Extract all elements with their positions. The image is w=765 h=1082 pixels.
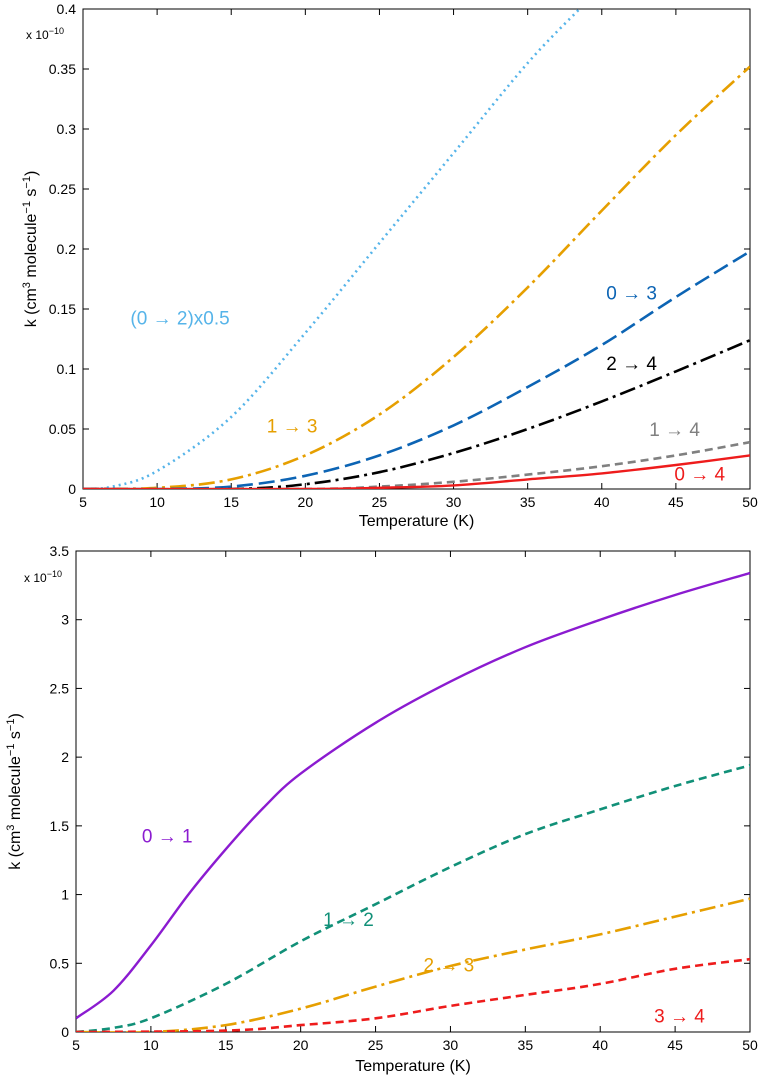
- chart1-series-line-2: [76, 897, 750, 1032]
- chart0-x-tick-label: 40: [594, 494, 610, 510]
- chart0-y-tick-label: 0.05: [49, 421, 76, 437]
- chart1-plot: 5 10 15 20 25 30 35 40 45 50 0 0.5 1 1.5 2 2.5 3 3.5 x 10−…: [5, 543, 758, 1075]
- chart0-series-label-0: (0 → 2)x0.5: [130, 309, 229, 330]
- chart0-series-line-4: [83, 440, 750, 489]
- chart1-series-line-3: [76, 957, 750, 1032]
- chart0-x-tick-label: 50: [742, 494, 758, 510]
- chart0-series-label-5: 0 → 4: [674, 465, 725, 486]
- chart1-y-tick-label: 3: [61, 612, 69, 628]
- chart1-series-label-3: 3 → 4: [654, 1006, 705, 1027]
- chart0-x-axis-label: Temperature (K): [359, 513, 475, 530]
- chart0-x-tick-label: 15: [223, 494, 239, 510]
- chart1-plot-frame: [75, 550, 751, 1033]
- chart1-x-tick-label: 50: [742, 1037, 758, 1053]
- chart0-y-tick-label: 0.15: [49, 301, 76, 317]
- chart1-series-label-1: 1 → 2: [323, 910, 374, 931]
- chart1-series-line-0: [76, 571, 750, 1020]
- chart1-x-tick-label: 5: [72, 1037, 80, 1053]
- chart1-series-line-1: [76, 764, 750, 1032]
- chart0-x-tick-label: 35: [520, 494, 536, 510]
- chart0-y-tick-label: 0.1: [57, 361, 77, 377]
- chart0-x-tick-label: 45: [668, 494, 684, 510]
- chart1-x-tick-label: 10: [143, 1037, 159, 1053]
- chart0-series-label-4: 1 → 4: [649, 420, 700, 441]
- chart0-x-tick-label: 25: [372, 494, 388, 510]
- chart0-plot-frame: [82, 8, 751, 490]
- chart0-series-label-2: 0 → 3: [606, 283, 657, 304]
- chart0-axis-multiplier: x 10−10: [26, 26, 64, 42]
- chart0-y-tick-label: 0.2: [57, 241, 77, 257]
- chart1-x-tick-label: 40: [592, 1037, 608, 1053]
- chart0-x-tick-label: 30: [446, 494, 462, 510]
- chart0-y-tick-label: 0.35: [49, 61, 76, 77]
- chart1-y-tick-label: 1.5: [50, 818, 70, 834]
- chart0-series-label-3: 2 → 4: [606, 354, 657, 375]
- chart0-y-tick-label: 0.4: [57, 1, 77, 17]
- chart0-series-line-1: [83, 65, 750, 489]
- chart1-x-tick-label: 25: [368, 1037, 384, 1053]
- chart0-y-tick-label: 0.3: [57, 121, 77, 137]
- chart1-y-axis-label: k (cm3 molecule−1 s−1): [5, 713, 24, 870]
- chart0-x-tick-label: 5: [79, 494, 87, 510]
- chart1-x-tick-label: 15: [218, 1037, 234, 1053]
- chart1-y-tick-label: 3.5: [50, 543, 70, 559]
- chart1-series-label-2: 2 → 3: [423, 956, 474, 977]
- chart1-x-tick-label: 35: [518, 1037, 534, 1053]
- chart0-series-line-5: [83, 454, 750, 489]
- chart1-x-tick-label: 45: [667, 1037, 683, 1053]
- chart1-x-tick-label: 20: [293, 1037, 309, 1053]
- chart1-series-label-0: 0 → 1: [142, 826, 193, 847]
- chart0-y-tick-label: 0.25: [49, 181, 76, 197]
- chart0-series-line-0: [83, 9, 581, 489]
- chart1-y-tick-label: 2: [61, 749, 69, 765]
- chart0-plot: 5 10 15 20 25 30 35 40 45 50 0 0.05 0.1 0.15 0.2 0.25 0.…: [21, 1, 758, 530]
- chart1-y-tick-label: 2.5: [50, 680, 70, 696]
- chart1-axis-multiplier: x 10−10: [24, 569, 62, 585]
- chart1-x-tick-label: 30: [443, 1037, 459, 1053]
- chart1-y-tick-label: 1: [61, 887, 69, 903]
- chart0-x-tick-label: 10: [149, 494, 165, 510]
- chart0-series-label-1: 1 → 3: [267, 417, 318, 438]
- chart0-x-tick-label: 20: [298, 494, 314, 510]
- chart1-y-tick-label: 0: [61, 1024, 69, 1040]
- chart1-x-axis-label: Temperature (K): [355, 1058, 471, 1075]
- chart0-y-tick-label: 0: [68, 481, 76, 497]
- chart0-y-axis-label: k (cm3 molecule−1 s−1): [21, 171, 40, 328]
- chart1-y-tick-label: 0.5: [50, 955, 70, 971]
